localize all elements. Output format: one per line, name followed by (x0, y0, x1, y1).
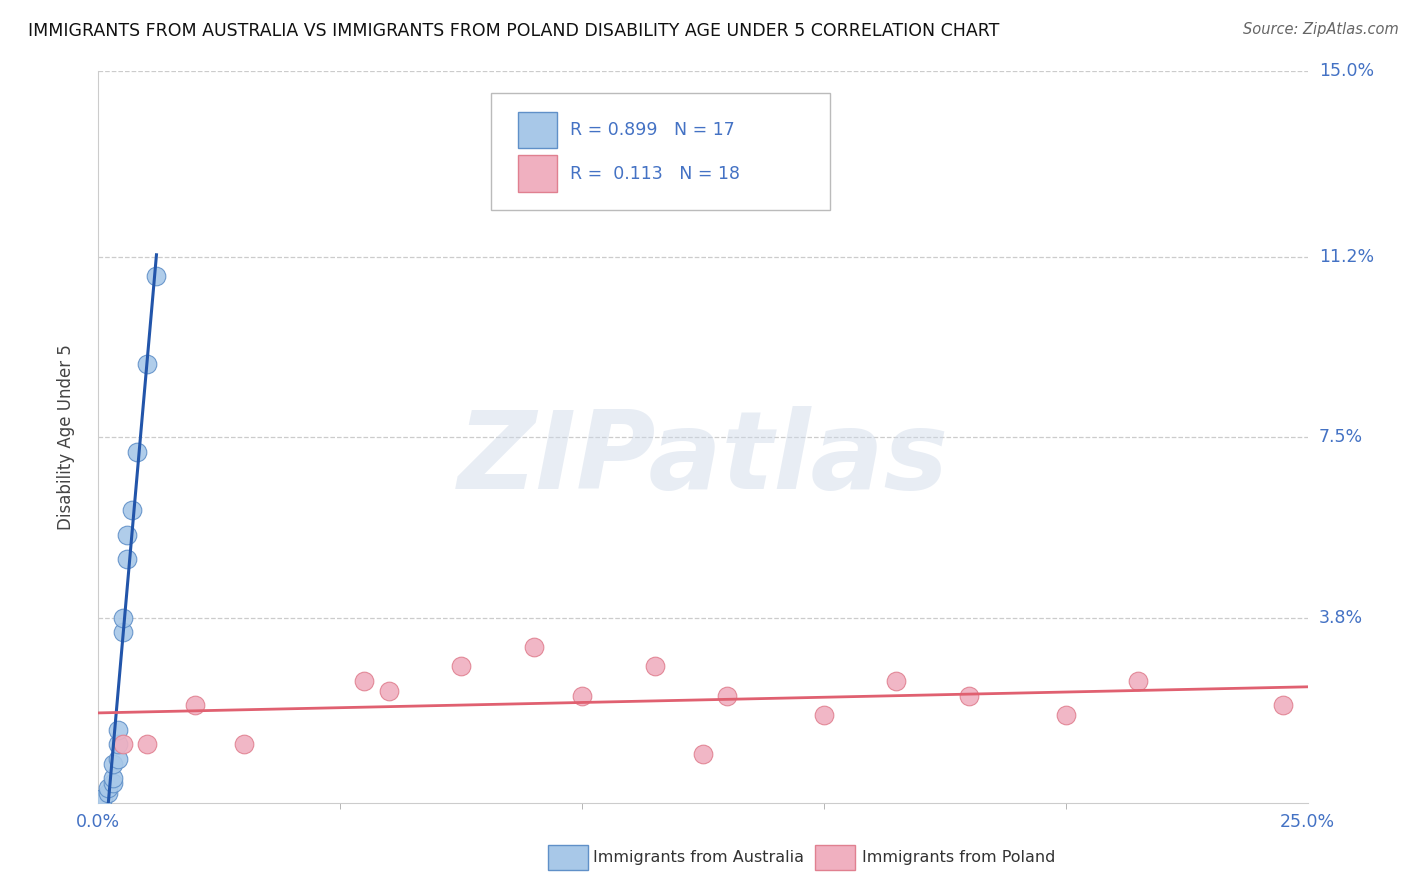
Text: R = 0.899   N = 17: R = 0.899 N = 17 (569, 121, 735, 139)
Point (117, 552, 139, 566)
Y-axis label: Disability Age Under 5: Disability Age Under 5 (56, 344, 75, 530)
Point (692, 747, 714, 761)
Point (97, 786, 120, 800)
Text: 15.0%: 15.0% (1319, 62, 1374, 80)
Point (886, 673, 908, 688)
Point (1054, 708, 1077, 723)
Point (121, 503, 143, 517)
Point (111, 625, 134, 640)
Point (101, 776, 124, 790)
Point (97, 781, 120, 796)
Text: 7.5%: 7.5% (1319, 428, 1362, 446)
Point (377, 683, 399, 698)
Text: 11.2%: 11.2% (1319, 248, 1374, 266)
Point (957, 689, 980, 703)
Point (450, 659, 472, 673)
Point (135, 357, 157, 371)
Point (813, 708, 835, 723)
Text: Source: ZipAtlas.com: Source: ZipAtlas.com (1243, 22, 1399, 37)
Point (107, 737, 129, 751)
Point (644, 659, 666, 673)
Text: ZIPatlas: ZIPatlas (457, 406, 949, 512)
Point (232, 737, 254, 751)
Point (135, 737, 157, 751)
Point (101, 756, 124, 771)
Text: 3.8%: 3.8% (1319, 608, 1362, 626)
FancyBboxPatch shape (492, 94, 830, 211)
Point (111, 737, 134, 751)
Point (523, 640, 546, 654)
Text: R =  0.113   N = 18: R = 0.113 N = 18 (569, 165, 740, 183)
Text: Immigrants from Poland: Immigrants from Poland (862, 850, 1056, 864)
Point (716, 689, 738, 703)
Point (117, 527, 139, 541)
Text: IMMIGRANTS FROM AUSTRALIA VS IMMIGRANTS FROM POLAND DISABILITY AGE UNDER 5 CORRE: IMMIGRANTS FROM AUSTRALIA VS IMMIGRANTS … (28, 22, 1000, 40)
Point (571, 689, 593, 703)
Point (1272, 698, 1295, 713)
Point (111, 610, 134, 624)
Point (184, 698, 207, 713)
Point (91, 791, 114, 805)
Point (101, 772, 124, 786)
Point (145, 269, 167, 284)
FancyBboxPatch shape (517, 112, 557, 148)
Point (107, 752, 129, 766)
FancyBboxPatch shape (517, 155, 557, 192)
Point (127, 444, 149, 458)
Point (107, 723, 129, 737)
Point (353, 673, 375, 688)
Point (1128, 673, 1150, 688)
Text: Immigrants from Australia: Immigrants from Australia (593, 850, 804, 864)
